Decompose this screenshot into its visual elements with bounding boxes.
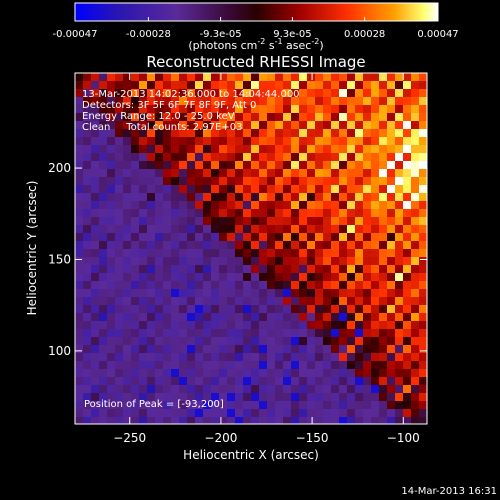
peak-position-label: Position of Peak = [-93,200] [84,399,224,410]
colorbar-tick-label: -0.00028 [126,29,171,40]
annotation-detectors: Detectors: 3F 5F 6F 7F 8F 9F, Att 0 [82,100,256,111]
colorbar-ticks [74,17,439,21]
x-axis-ticks: −250 −200 −150 −100 [113,73,420,445]
colorbar-frame [74,2,439,22]
colorbar-tick-label: 0.00028 [344,29,385,40]
annotation-energy-range: Energy Range: 12.0 - 25.0 keV [82,111,235,122]
x-tick-label: −100 [387,431,420,445]
colorbar-tick-label: -0.00047 [53,29,98,40]
annotation-time-range: 13-Mar-2013 14:02:36.000 to 14:04:44.000 [82,89,300,100]
footer-timestamp: 14-Mar-2013 16:31 [401,486,497,497]
y-tick-label: 150 [48,252,71,266]
colorbar-tick-labels: -0.00047 -0.00028 -9.3e-05 9.3e-05 0.00028 0.… [53,29,459,40]
x-tick-label: −150 [296,431,329,445]
y-tick-label: 100 [48,344,71,358]
x-tick-label: −250 [113,431,146,445]
annotation-clean-counts: Clean Total counts: 2.97E+03 [82,122,242,133]
colorbar-tick-label: 9.3e-05 [273,29,311,40]
colorbar-tick-label: -9.3e-05 [200,29,242,40]
colorbar-unit-label: (photons cm-2 s-1 asec-2) [188,37,323,52]
plot-frame [74,72,428,425]
y-axis-label: Heliocentric Y (arcsec) [25,181,39,316]
colorbar [75,3,438,21]
y-tick-label: 200 [48,161,71,175]
annotation-block: 13-Mar-2013 14:02:36.000 to 14:04:44.000… [82,89,300,133]
x-tick-label: −200 [204,431,237,445]
chart-title: Reconstructed RHESSI Image [146,53,365,71]
x-axis-label: Heliocentric X (arcsec) [183,448,319,462]
colorbar-tick-label: 0.00047 [417,29,458,40]
y-axis-ticks: 100 150 200 [48,161,427,358]
heatmap-image [75,73,427,424]
